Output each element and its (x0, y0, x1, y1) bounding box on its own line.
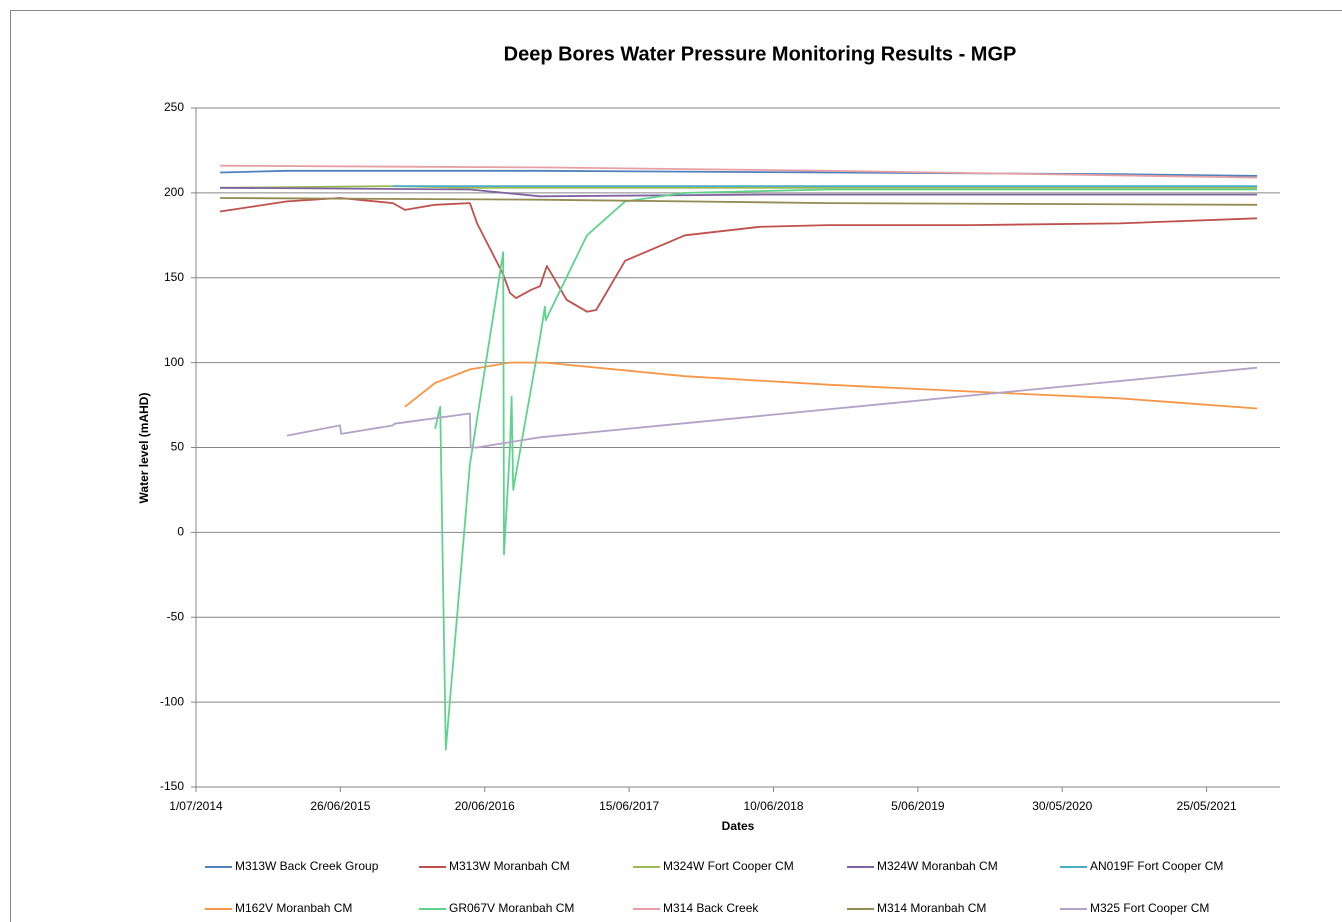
y-tick-label: 250 (164, 100, 184, 114)
y-axis-title: Water level (mAHD) (137, 393, 151, 504)
x-tick-label: 25/05/2021 (1177, 799, 1237, 813)
legend-label: M325 Fort Cooper CM (1090, 901, 1209, 915)
series-line (220, 186, 1258, 198)
series-line (286, 366, 1258, 449)
y-tick-label: -150 (160, 779, 184, 793)
y-tick-label: -50 (167, 609, 185, 623)
y-tick-label: -100 (160, 694, 184, 708)
y-tick-label: 150 (164, 270, 184, 284)
x-tick-label: 30/05/2020 (1032, 799, 1092, 813)
legend-label: M324W Fort Cooper CM (663, 859, 794, 873)
series-line (404, 361, 1258, 410)
legend-label: M314 Back Creek (663, 901, 759, 915)
chart-border (10, 10, 1342, 922)
legend-label: M314 Moranbah CM (877, 901, 986, 915)
legend-label: GR067V Moranbah CM (449, 901, 574, 915)
legend-label: M162V Moranbah CM (235, 901, 352, 915)
legend-label: M313W Back Creek Group (235, 859, 379, 873)
series-line (220, 197, 1258, 206)
legend-label: M324W Moranbah CM (877, 859, 998, 873)
series-line (219, 197, 1258, 313)
legend-label: M313W Moranbah CM (449, 859, 570, 873)
x-tick-label: 15/06/2017 (599, 799, 659, 813)
y-tick-label: 50 (171, 440, 185, 454)
y-tick-label: 0 (177, 525, 184, 539)
x-axis-title: Dates (722, 819, 755, 833)
x-tick-label: 10/06/2018 (743, 799, 803, 813)
chart-title: Deep Bores Water Pressure Monitoring Res… (504, 43, 1017, 65)
y-tick-label: 100 (164, 355, 184, 369)
series-line (434, 188, 1258, 751)
y-tick-label: 200 (164, 185, 184, 199)
series-line (220, 169, 1258, 177)
x-tick-label: 20/06/2016 (455, 799, 515, 813)
x-tick-label: 1/07/2014 (169, 799, 223, 813)
legend-label: AN019F Fort Cooper CM (1090, 859, 1223, 873)
x-tick-label: 5/06/2019 (891, 799, 945, 813)
x-tick-label: 26/06/2015 (310, 799, 370, 813)
series-line (220, 164, 1258, 179)
